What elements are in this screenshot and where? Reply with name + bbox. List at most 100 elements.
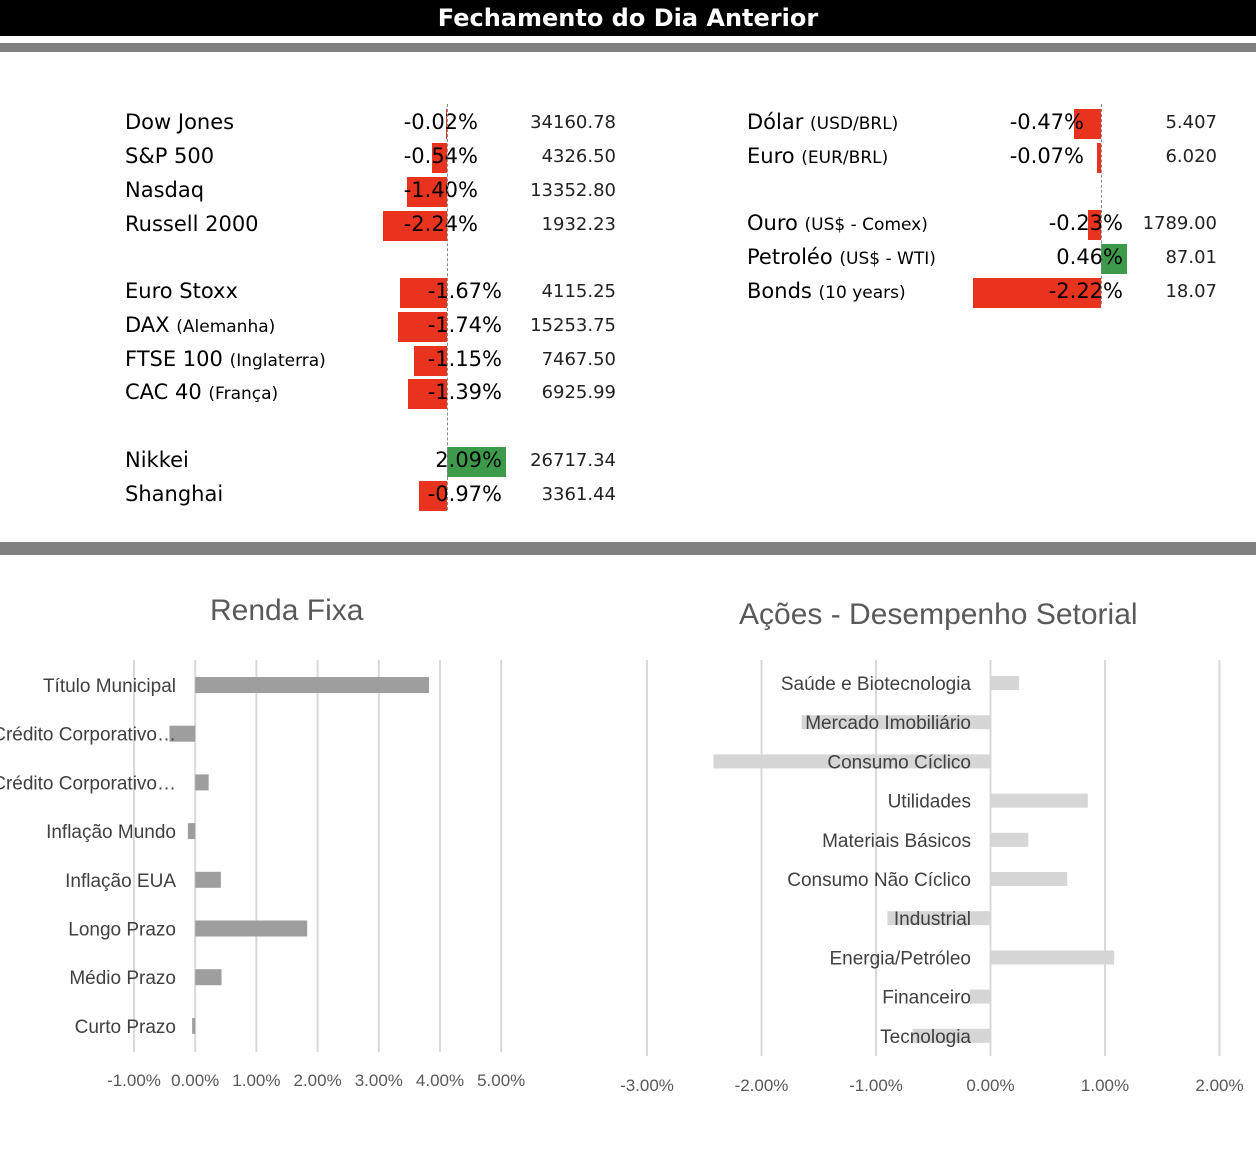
- market-name-detail: (US$ - Comex): [804, 215, 928, 235]
- category-label: Utilidades: [888, 792, 971, 813]
- change-percent: -2.22%: [1048, 279, 1123, 303]
- x-tick-label: -1.00%: [107, 1071, 161, 1090]
- market-name-label: Dólar: [747, 110, 804, 134]
- bar: [990, 832, 1029, 847]
- market-row: FTSE 100 (Inglaterra) -1.15% 7467.50: [0, 343, 1256, 377]
- renda-fixa-chart: -1.00% 0.00% 1.00% 2.00% 3.00% 4.00% 5.00% Títu…: [0, 660, 525, 1090]
- change-bar: [419, 481, 447, 511]
- x-tick-label: 1.00%: [1081, 1076, 1129, 1095]
- category-label: Título Municipal: [43, 676, 176, 697]
- market-row: Russell 2000 -2.24% 1932.23: [0, 208, 1256, 242]
- market-name: DAX (Alemanha): [125, 313, 275, 337]
- market-name: Euro Stoxx: [125, 279, 238, 303]
- x-tick-label: 5.00%: [477, 1071, 525, 1090]
- market-value: 34160.78: [530, 112, 616, 133]
- change-percent: -1.40%: [403, 178, 478, 202]
- market-value: 26717.34: [530, 450, 616, 471]
- market-name: CAC 40 (França): [125, 380, 278, 404]
- market-row: Dólar (USD/BRL) -0.47% 5.407: [0, 106, 1256, 140]
- change-bar: [431, 143, 447, 173]
- market-name-label: Ouro: [747, 211, 798, 235]
- change-percent: 2.09%: [435, 448, 502, 472]
- change-percent: 0.46%: [1056, 245, 1123, 269]
- change-percent: -0.54%: [403, 144, 478, 168]
- category-label: Consumo Cíclico: [827, 752, 971, 773]
- x-tick-label: -1.00%: [849, 1076, 903, 1095]
- market-name: S&P 500: [125, 144, 214, 168]
- market-row: Petroléo (US$ - WTI) 0.46% 87.01: [0, 241, 1256, 275]
- category-label: Crédito Corporativo…: [0, 725, 176, 746]
- market-row: Nikkei 2.09% 26717.34: [0, 444, 1256, 478]
- market-name: Dólar (USD/BRL): [747, 110, 898, 134]
- change-bar: [407, 177, 447, 207]
- market-row: Ouro (US$ - Comex) -0.23% 1789.00: [0, 207, 1256, 241]
- market-name: Dow Jones: [125, 110, 234, 134]
- acoes-setorial-chart: -3.00% -2.00% -1.00% 0.00% 1.00% 2.00% Saúde e…: [620, 660, 1244, 1095]
- change-percent: -1.67%: [427, 279, 502, 303]
- category-label: Médio Prazo: [69, 968, 176, 989]
- change-bar: [399, 278, 447, 308]
- x-tick-label: 0.00%: [966, 1076, 1014, 1095]
- x-tick-label: -3.00%: [620, 1076, 674, 1095]
- bar: [990, 793, 1088, 808]
- renda-fixa-title: Renda Fixa: [210, 594, 364, 627]
- bar: [713, 754, 991, 769]
- market-value: 5.407: [1165, 112, 1217, 133]
- category-label: Inflação Mundo: [46, 822, 176, 843]
- bar: [195, 774, 209, 791]
- category-label: Inflação EUA: [65, 871, 176, 892]
- bar: [195, 920, 308, 937]
- change-bar: [1073, 109, 1101, 139]
- bar: [187, 823, 196, 840]
- change-bar: [446, 109, 447, 139]
- bar: [169, 725, 196, 742]
- market-name: Bonds (10 years): [747, 279, 906, 303]
- bar: [195, 871, 221, 888]
- change-percent: -0.23%: [1048, 211, 1123, 235]
- bar: [887, 911, 991, 926]
- market-value: 4326.50: [541, 146, 616, 167]
- change-percent: -0.47%: [1009, 110, 1084, 134]
- change-percent: -1.39%: [427, 380, 502, 404]
- market-value: 15253.75: [530, 315, 616, 336]
- market-row: DAX (Alemanha) -1.74% 15253.75: [0, 309, 1256, 343]
- category-label: Energia/Petróleo: [829, 948, 971, 969]
- market-row: CAC 40 (França) -1.39% 6925.99: [0, 376, 1256, 410]
- bar: [990, 872, 1068, 886]
- market-name-label: Petroléo: [747, 245, 833, 269]
- market-value: 1932.23: [541, 214, 616, 235]
- market-name-label: S&P 500: [125, 144, 215, 168]
- category-label: Tecnologia: [880, 1027, 971, 1048]
- category-label: Industrial: [894, 909, 971, 930]
- market-value: 87.01: [1165, 247, 1217, 268]
- market-name-label: FTSE 100: [125, 347, 223, 371]
- market-value: 1789.00: [1142, 213, 1217, 234]
- category-label: Saúde e Biotecnologia: [781, 674, 972, 695]
- left-zero-line: [447, 104, 448, 510]
- market-name: Shanghai: [125, 482, 223, 506]
- category-label: Financeiro: [882, 988, 971, 1009]
- market-name-label: Nasdaq: [125, 178, 205, 202]
- page-title: Fechamento do Dia Anterior: [0, 0, 1256, 36]
- category-label: Consumo Não Cíclico: [787, 870, 971, 891]
- market-name-label: CAC 40: [125, 380, 202, 404]
- change-bar: [397, 312, 447, 342]
- header-divider: [0, 43, 1256, 52]
- x-tick-label: 3.00%: [355, 1071, 403, 1090]
- bar: [990, 676, 1020, 690]
- bar: [195, 677, 429, 693]
- x-tick-label: 2.00%: [1195, 1076, 1243, 1095]
- change-bar: [383, 211, 447, 241]
- bar: [192, 1017, 196, 1034]
- change-percent: -0.97%: [427, 482, 502, 506]
- bar: [990, 950, 1115, 965]
- x-tick-label: 1.00%: [232, 1071, 280, 1090]
- market-name-detail: (USD/BRL): [810, 114, 899, 134]
- change-bar: [447, 447, 507, 477]
- market-name-label: Euro Stoxx: [125, 279, 238, 303]
- market-name: Euro (EUR/BRL): [747, 144, 888, 168]
- change-bar: [407, 379, 447, 409]
- market-name-detail: (10 years): [818, 283, 906, 303]
- category-label: Mercado Imobiliário: [805, 713, 971, 734]
- market-value: 6925.99: [541, 382, 616, 403]
